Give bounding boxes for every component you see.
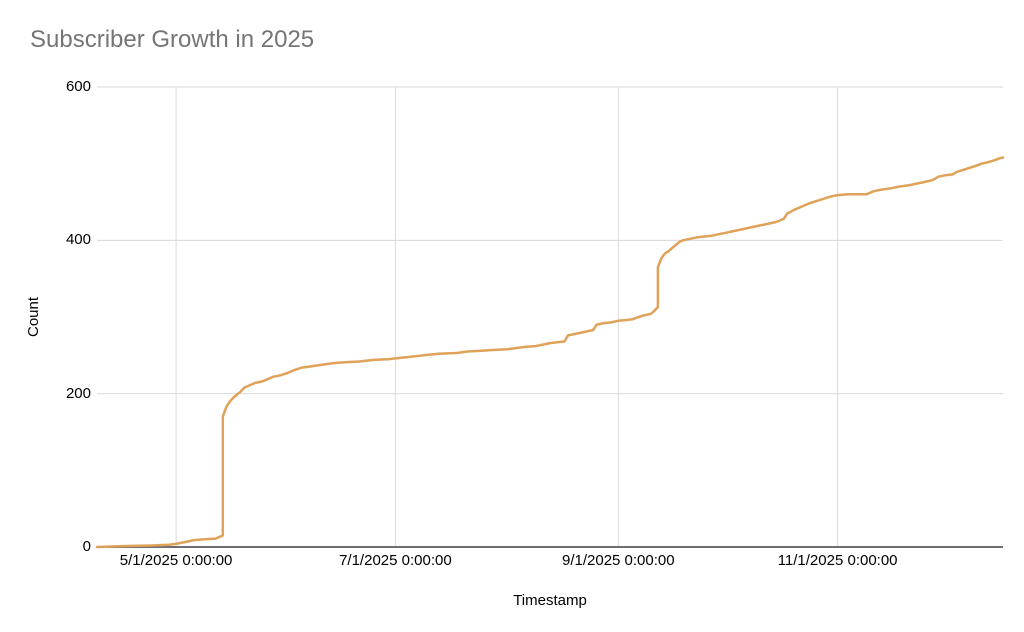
y-tick-label: 400	[65, 231, 91, 249]
y-tick-label: 0	[82, 538, 91, 555]
x-tick-label: 11/1/2025 0:00:00	[777, 552, 898, 569]
chart-title: Subscriber Growth in 2025	[30, 26, 315, 53]
y-axis-title: Count	[25, 296, 42, 338]
y-tick-label: 600	[65, 78, 91, 95]
x-axis-title: Timestamp	[513, 592, 587, 609]
x-tick-label: 9/1/2025 0:00:00	[561, 552, 675, 569]
x-tick-label: 5/1/2025 0:00:00	[119, 552, 233, 569]
y-tick-label: 200	[65, 384, 91, 402]
x-tick-label: 7/1/2025 0:00:00	[339, 552, 452, 569]
line-series-count	[95, 156, 1005, 549]
